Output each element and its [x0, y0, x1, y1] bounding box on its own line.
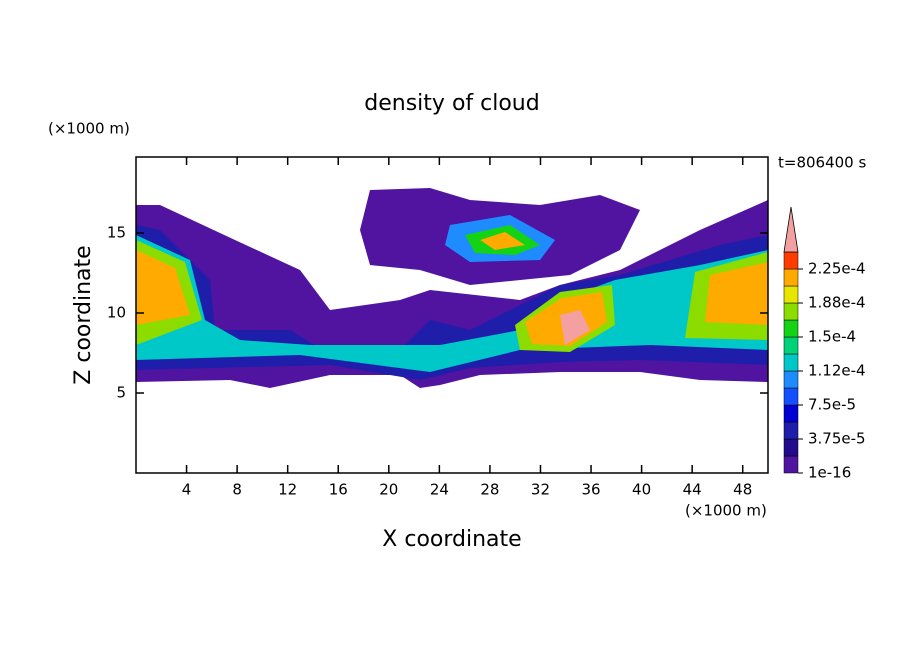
x-tick-label: 24 — [430, 481, 449, 499]
colorbar-bin — [783, 319, 799, 338]
x-tick-label: 16 — [329, 481, 348, 499]
colorbar-label: 1.88e-4 — [808, 294, 866, 312]
contour-field — [136, 188, 768, 388]
colorbar-bin — [783, 455, 799, 474]
x-tick-label: 44 — [683, 481, 702, 499]
x-tick-label: 8 — [232, 481, 242, 499]
colorbar-label: 2.25e-4 — [808, 260, 866, 278]
colorbar-label: 3.75e-5 — [808, 430, 866, 448]
colorbar-bin — [783, 370, 799, 389]
x-tick-label: 12 — [278, 481, 297, 499]
colorbar-label: 1.12e-4 — [808, 362, 866, 380]
colorbar-label: 7.5e-5 — [808, 396, 856, 414]
contour-region — [480, 232, 525, 250]
x-tick-label: 32 — [531, 481, 550, 499]
x-tick-label: 48 — [733, 481, 752, 499]
x-unit: (×1000 m) — [685, 502, 767, 520]
colorbar-bin — [783, 251, 799, 270]
colorbar-bin — [783, 285, 799, 304]
colorbar-bin — [783, 404, 799, 423]
colorbar-bin — [783, 421, 799, 440]
colorbar-bin — [783, 336, 799, 355]
colorbar-bin — [783, 268, 799, 287]
colorbar-label: 1e-16 — [808, 464, 851, 482]
colorbar-bin — [783, 387, 799, 406]
colorbar-bin — [783, 438, 799, 457]
colorbar-bin — [783, 353, 799, 372]
contour-region — [136, 235, 768, 372]
plot-frame — [135, 156, 769, 474]
time-annotation: t=806400 s — [778, 154, 866, 172]
x-tick-label: 28 — [480, 481, 499, 499]
y-tick-label: 15 — [107, 224, 126, 242]
x-axis-label: X coordinate — [382, 527, 521, 552]
contour-region — [560, 310, 590, 345]
colorbar-extend — [783, 206, 799, 253]
x-tick-label: 20 — [379, 481, 398, 499]
x-tick-label: 4 — [182, 481, 192, 499]
chart-title: density of cloud — [364, 91, 539, 116]
y-tick-label: 5 — [116, 384, 126, 402]
contour-region — [136, 240, 768, 352]
y-tick-label: 10 — [107, 304, 126, 322]
colorbar-label: 1.5e-4 — [808, 328, 856, 346]
y-axis-label: Z coordinate — [71, 245, 96, 384]
x-tick-label: 36 — [581, 481, 600, 499]
colorbar-bin — [783, 302, 799, 321]
y-unit: (×1000 m) — [48, 120, 130, 138]
x-tick-label: 40 — [632, 481, 651, 499]
